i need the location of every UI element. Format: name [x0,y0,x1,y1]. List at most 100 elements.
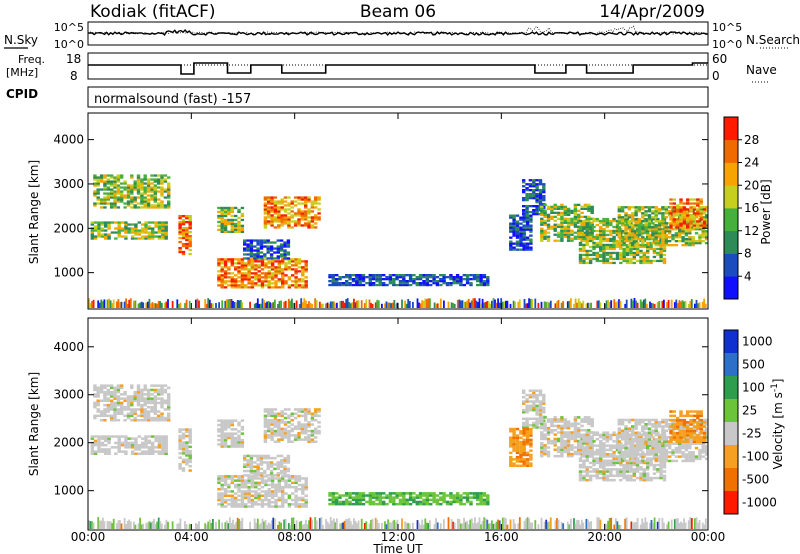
power-cell-1 [96,192,100,195]
velocity-cell-8 [525,408,529,412]
power-cell-9 [529,246,533,249]
power-cell-1 [116,174,121,177]
velocity-cell-1 [93,384,97,387]
velocity-cell-3 [274,505,278,508]
power-cell-9 [519,244,523,247]
power-cell-7 [429,274,433,277]
velocity-cell-0 [97,439,101,443]
power-ground-scatter [472,298,475,308]
power-cell-5 [300,198,304,201]
power-cell-8 [528,193,533,196]
velocity-cell-10 [560,437,564,441]
power-cell-10 [543,229,547,232]
power-cell-7 [385,278,389,281]
velocity-cell-7 [435,494,440,497]
velocity-cell-4 [237,445,241,448]
power-cell-12 [698,208,702,211]
velocity-cell-10 [540,442,544,445]
velocity-cell-10 [550,439,554,443]
velocity-cell-3 [257,483,261,487]
power-cell-10 [573,231,578,234]
velocity-cell-3 [270,479,275,482]
velocity-cell-9 [512,464,516,467]
velocity-cell-3 [257,503,261,506]
power-cell-11 [578,243,583,247]
velocity-cell-2 [188,469,192,472]
velocity-cell-2 [185,458,189,461]
velocity-cell-10 [566,454,571,458]
power-cell-5 [277,206,281,209]
power-cell-7 [335,282,339,285]
power-cell-12 [637,230,642,233]
velocity-cell-7 [462,492,466,495]
power-cell-12 [661,218,665,221]
velocity-cell-7 [398,498,403,502]
power-ground-scatter [88,298,90,308]
power-cell-11 [612,229,616,233]
power-cell-13 [679,210,683,213]
power-cell-11 [652,237,657,241]
power-ground-scatter [439,298,442,308]
power-cell-11 [588,253,593,257]
power-cell-11 [609,219,613,223]
power-cell-5 [310,204,315,207]
velocity-cell-1 [130,397,134,400]
power-cell-1 [140,192,144,195]
velocity-cell-8 [525,400,529,403]
power-cell-12 [651,216,655,219]
velocity-cell-5 [304,429,308,433]
velocity-cell-10 [560,418,564,421]
velocity-cell-6 [246,459,250,462]
power-cell-12 [691,240,695,243]
power-ground-scatter [435,303,437,308]
velocity-cell-5 [267,429,271,433]
velocity-cell-9 [525,464,530,467]
power-cell-9 [529,224,533,227]
power-cell-10 [566,229,571,232]
velocity-cell-1 [133,412,137,415]
power-cell-5 [273,200,278,203]
velocity-cell-4 [240,428,245,431]
power-cell-11 [602,237,606,241]
velocity-cell-11 [592,431,596,434]
velocity-cell-3 [230,479,234,482]
velocity-cell-3 [234,498,238,502]
velocity-cell-4 [223,425,228,429]
power-cell-6 [249,249,254,252]
power-cell-3 [297,284,302,287]
power-cell-3 [227,272,231,275]
velocity-cell-3 [223,490,228,493]
power-cell-7 [375,280,379,283]
power-cell-12 [617,214,621,217]
power-cell-12 [627,228,632,231]
power-cell-13 [696,198,700,201]
velocity-cell-11 [592,450,596,454]
power-cell-12 [704,234,709,237]
power-cell-0 [130,223,135,226]
power-cell-5 [267,214,271,217]
velocity-cell-11 [592,444,596,447]
power-cell-12 [691,244,695,247]
power-cell-3 [301,280,305,283]
power-cell-1 [133,200,137,203]
power-cell-7 [375,274,379,277]
power-cell-6 [249,253,254,256]
station-title: Kodiak (fitACF) [90,2,216,22]
power-cell-1 [150,188,154,191]
power-cell-7 [402,274,406,277]
power-cell-3 [237,272,241,275]
velocity-cell-4 [217,430,221,433]
power-ground-scatter [477,302,479,308]
power-cell-10 [543,213,547,216]
velocity-cell-0 [161,435,165,438]
power-cell-5 [283,210,288,213]
power-cell-7 [455,274,460,277]
power-cell-12 [617,206,621,209]
power-cell-10 [563,217,567,220]
power-cell-11 [578,221,583,225]
velocity-cell-11 [592,453,596,456]
velocity-cell-10 [540,450,544,454]
velocity-cell-8 [535,408,539,412]
power-cell-12 [657,226,662,229]
velocity-cell-7 [469,500,473,504]
